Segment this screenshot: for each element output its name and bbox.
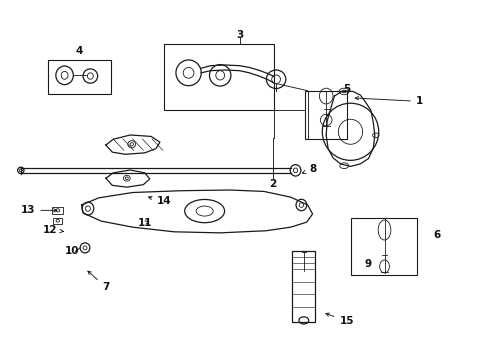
Bar xyxy=(47,60,111,94)
Bar xyxy=(52,207,63,214)
Text: 12: 12 xyxy=(42,225,63,235)
Text: 10: 10 xyxy=(64,247,79,256)
Text: 8: 8 xyxy=(302,164,316,174)
Text: 13: 13 xyxy=(21,205,57,215)
Text: 15: 15 xyxy=(325,313,353,326)
Text: 6: 6 xyxy=(432,230,439,240)
Bar xyxy=(53,217,62,224)
Text: 11: 11 xyxy=(137,218,152,228)
Bar xyxy=(291,251,315,322)
Text: 3: 3 xyxy=(236,30,243,40)
Text: 1: 1 xyxy=(354,96,422,107)
Text: 2: 2 xyxy=(268,179,276,189)
Text: 14: 14 xyxy=(148,196,171,206)
Text: 5: 5 xyxy=(342,84,349,94)
Bar xyxy=(164,44,273,111)
Text: 7: 7 xyxy=(88,271,109,292)
Text: 9: 9 xyxy=(364,259,371,269)
Text: 4: 4 xyxy=(75,46,82,57)
Bar xyxy=(351,217,416,275)
Bar xyxy=(305,91,346,139)
